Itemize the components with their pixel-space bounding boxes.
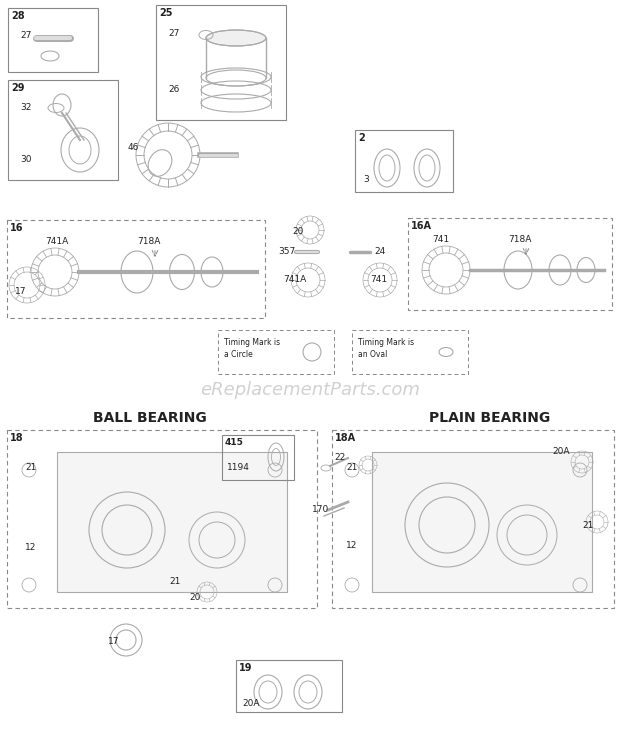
Bar: [57, 452, 287, 592]
Text: 1194: 1194: [227, 463, 250, 472]
Text: 415: 415: [225, 438, 244, 447]
Text: 25: 25: [159, 8, 172, 18]
Text: PLAIN BEARING: PLAIN BEARING: [430, 411, 551, 425]
Text: 21: 21: [346, 464, 357, 472]
Bar: [7, 220, 265, 318]
Text: 26: 26: [168, 86, 179, 94]
Bar: [8, 8, 98, 72]
Text: 741A: 741A: [45, 237, 68, 246]
Text: 30: 30: [20, 155, 32, 164]
Text: 16A: 16A: [411, 221, 432, 231]
Text: 32: 32: [20, 103, 32, 112]
Bar: [352, 330, 468, 374]
Text: 718A: 718A: [137, 237, 161, 246]
Text: eReplacementParts.com: eReplacementParts.com: [200, 381, 420, 399]
Text: 27: 27: [20, 31, 32, 40]
Bar: [332, 430, 614, 608]
Text: 12: 12: [346, 540, 357, 550]
Text: 21: 21: [169, 577, 180, 586]
Text: 18: 18: [10, 433, 24, 443]
Text: 20A: 20A: [242, 699, 260, 708]
Text: BALL BEARING: BALL BEARING: [93, 411, 207, 425]
Bar: [7, 430, 317, 608]
Text: 741A: 741A: [283, 275, 306, 284]
Text: 12: 12: [25, 544, 37, 553]
Bar: [222, 435, 294, 480]
Text: 741: 741: [432, 236, 449, 245]
Bar: [408, 218, 612, 310]
Text: 21: 21: [582, 521, 593, 530]
Text: 3: 3: [363, 176, 369, 185]
Text: 16: 16: [10, 223, 24, 233]
Text: 20: 20: [292, 226, 303, 236]
Text: an Oval: an Oval: [358, 350, 388, 359]
Text: 29: 29: [11, 83, 25, 93]
Text: 20: 20: [189, 594, 200, 603]
Bar: [355, 130, 453, 192]
Text: 2: 2: [358, 133, 365, 143]
Text: Timing Mark is: Timing Mark is: [224, 338, 280, 347]
Bar: [372, 452, 592, 592]
Text: 17: 17: [108, 638, 120, 647]
Bar: [236, 660, 342, 712]
Text: 741: 741: [370, 275, 387, 284]
Ellipse shape: [206, 30, 266, 46]
Text: 28: 28: [11, 11, 25, 21]
Text: 19: 19: [239, 663, 252, 673]
Text: 170: 170: [312, 505, 329, 515]
Text: 20A: 20A: [552, 447, 570, 457]
Text: Timing Mark is: Timing Mark is: [358, 338, 414, 347]
Bar: [8, 80, 118, 180]
Bar: [156, 5, 286, 120]
Text: 718A: 718A: [508, 236, 531, 245]
Text: a Circle: a Circle: [224, 350, 253, 359]
Text: 17: 17: [15, 287, 27, 297]
Text: 46: 46: [128, 143, 140, 152]
Text: 22: 22: [334, 454, 345, 463]
Bar: [218, 330, 334, 374]
Text: 21: 21: [25, 464, 37, 472]
Text: 27: 27: [168, 28, 179, 37]
Text: 357: 357: [278, 248, 295, 257]
Text: 24: 24: [374, 248, 385, 257]
Text: 18A: 18A: [335, 433, 356, 443]
